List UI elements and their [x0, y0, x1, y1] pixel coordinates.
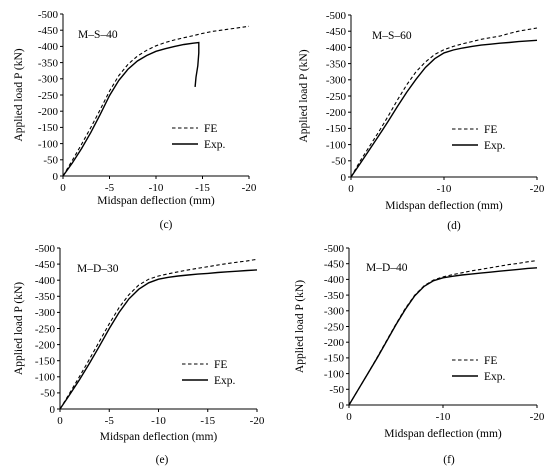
y-tick-label: -350 — [326, 58, 347, 70]
y-tick-label: -300 — [38, 74, 59, 86]
x-tick-label: 0 — [60, 182, 66, 194]
y-tick-label: -500 — [324, 243, 345, 255]
x-tick-label: -20 — [250, 415, 265, 427]
x-tick-label: -5 — [105, 415, 115, 427]
y-tick-label: -450 — [324, 259, 345, 271]
y-tick-label: -350 — [35, 291, 56, 303]
series-line-fe — [62, 25, 250, 177]
legend-label: Exp. — [484, 371, 506, 383]
x-tick-label: -10 — [437, 183, 452, 195]
y-tick-label: -450 — [38, 25, 59, 37]
x-tick-label: 0 — [348, 183, 354, 195]
x-tick-label: 0 — [346, 411, 352, 423]
y-tick-label: -200 — [326, 107, 347, 119]
x-tick-label: -20 — [530, 411, 545, 423]
y-tick-label: 0 — [341, 172, 347, 184]
y-tick-label: -200 — [324, 337, 345, 349]
y-tick-label: -100 — [326, 139, 347, 151]
legend-label: FE — [484, 355, 497, 367]
y-tick-label: -400 — [35, 275, 56, 287]
y-tick-label: -350 — [324, 290, 345, 302]
panel-title: M–D–30 — [77, 263, 119, 275]
y-axis-title: Applied load P (kN) — [298, 49, 310, 142]
y-tick-label: -100 — [324, 368, 345, 380]
y-tick-label: -50 — [40, 388, 55, 400]
series-line-fe — [350, 27, 538, 178]
y-tick-label: -350 — [38, 57, 59, 69]
x-axis-title: Midspan deflection (mm) — [384, 428, 502, 440]
x-tick-label: -20 — [530, 183, 545, 195]
y-tick-label: -400 — [324, 274, 345, 286]
panel-caption: (c) — [160, 219, 173, 231]
legend-label: Exp. — [214, 375, 236, 387]
y-tick-label: -250 — [38, 90, 59, 102]
x-tick-label: -10 — [149, 182, 164, 194]
y-tick-label: -150 — [35, 356, 56, 368]
series-line-fe — [348, 260, 538, 406]
y-tick-label: -300 — [324, 306, 345, 318]
x-tick-label: -5 — [105, 182, 115, 194]
y-axis-title: Applied load P (kN) — [294, 280, 306, 373]
y-tick-label: -500 — [38, 9, 59, 21]
y-tick-label: -50 — [331, 156, 346, 168]
series-line-fe — [59, 258, 258, 410]
panel-title: M–S–40 — [78, 29, 118, 41]
panel-caption: (d) — [447, 220, 461, 232]
legend-label: FE — [204, 123, 217, 135]
x-axis-title: Midspan deflection (mm) — [385, 200, 503, 212]
y-axis-title: Applied load P (kN) — [13, 282, 25, 375]
x-tick-label: -15 — [195, 182, 210, 194]
x-tick-label: -10 — [436, 411, 451, 423]
panel-title: M–D–40 — [366, 262, 408, 274]
y-axis-title: Applied load P (kN) — [13, 48, 25, 141]
y-tick-label: -500 — [35, 243, 56, 255]
y-tick-label: -250 — [324, 321, 345, 333]
x-tick-label: -15 — [200, 415, 215, 427]
y-tick-label: 0 — [53, 171, 59, 183]
y-tick-label: -300 — [326, 75, 347, 87]
y-tick-label: -50 — [329, 384, 344, 396]
series-line-exp — [59, 269, 258, 410]
y-tick-label: -500 — [326, 10, 347, 22]
x-tick-label: -10 — [151, 415, 166, 427]
series-line-exp — [350, 39, 538, 178]
y-tick-label: -100 — [38, 138, 59, 150]
y-tick-label: -400 — [38, 41, 59, 53]
panel-caption: (f) — [443, 454, 455, 466]
legend-label: FE — [214, 359, 227, 371]
y-tick-label: -450 — [326, 26, 347, 38]
series-line-exp — [62, 41, 200, 177]
y-tick-label: -50 — [43, 155, 58, 167]
y-tick-label: -250 — [35, 323, 56, 335]
x-axis-title: Midspan deflection (mm) — [97, 195, 215, 207]
panel-title: M–S–60 — [372, 30, 412, 42]
y-tick-label: -200 — [38, 106, 59, 118]
y-tick-label: -450 — [35, 259, 56, 271]
y-tick-label: -250 — [326, 91, 347, 103]
y-tick-label: -400 — [326, 42, 347, 54]
y-tick-label: -150 — [38, 122, 59, 134]
x-axis-title: Midspan deflection (mm) — [100, 431, 218, 443]
y-tick-label: 0 — [339, 400, 345, 412]
series-line-exp — [348, 267, 538, 406]
y-tick-label: -150 — [326, 123, 347, 135]
x-tick-label: 0 — [57, 415, 63, 427]
legend-label: Exp. — [484, 140, 506, 152]
y-tick-label: -300 — [35, 307, 56, 319]
legend-label: Exp. — [204, 139, 226, 151]
y-tick-label: -100 — [35, 372, 56, 384]
y-tick-label: -150 — [324, 353, 345, 365]
x-tick-label: -20 — [242, 182, 257, 194]
legend-label: FE — [484, 124, 497, 136]
panel-caption: (e) — [156, 454, 169, 466]
y-tick-label: 0 — [50, 404, 56, 416]
y-tick-label: -200 — [35, 339, 56, 351]
